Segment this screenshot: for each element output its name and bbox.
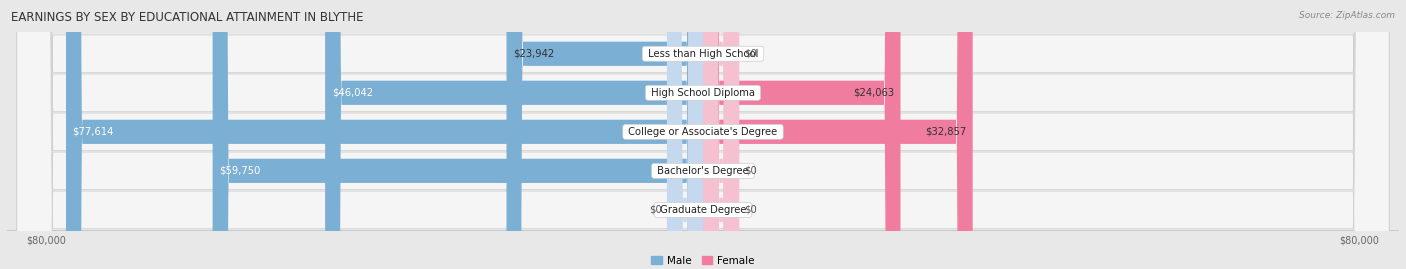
Text: $59,750: $59,750 [219, 166, 260, 176]
Text: Source: ZipAtlas.com: Source: ZipAtlas.com [1299, 11, 1395, 20]
Text: $23,942: $23,942 [513, 49, 554, 59]
Text: Bachelor's Degree: Bachelor's Degree [654, 166, 752, 176]
Text: Graduate Degree: Graduate Degree [657, 205, 749, 215]
Text: $0: $0 [744, 49, 756, 59]
FancyBboxPatch shape [703, 0, 900, 269]
Text: Less than High School: Less than High School [645, 49, 761, 59]
FancyBboxPatch shape [703, 0, 740, 269]
FancyBboxPatch shape [17, 0, 1389, 269]
FancyBboxPatch shape [703, 0, 740, 269]
FancyBboxPatch shape [17, 0, 1389, 269]
Text: EARNINGS BY SEX BY EDUCATIONAL ATTAINMENT IN BLYTHE: EARNINGS BY SEX BY EDUCATIONAL ATTAINMEN… [11, 11, 364, 24]
Text: $0: $0 [744, 166, 756, 176]
FancyBboxPatch shape [17, 0, 1389, 269]
Text: $46,042: $46,042 [332, 88, 373, 98]
Text: High School Diploma: High School Diploma [648, 88, 758, 98]
Text: $24,063: $24,063 [853, 88, 894, 98]
FancyBboxPatch shape [17, 0, 1389, 269]
FancyBboxPatch shape [703, 0, 740, 269]
Text: $0: $0 [650, 205, 662, 215]
Text: College or Associate's Degree: College or Associate's Degree [626, 127, 780, 137]
FancyBboxPatch shape [506, 0, 703, 269]
FancyBboxPatch shape [17, 0, 1389, 269]
Legend: Male, Female: Male, Female [647, 252, 759, 269]
FancyBboxPatch shape [66, 0, 703, 269]
Text: $0: $0 [744, 205, 756, 215]
FancyBboxPatch shape [325, 0, 703, 269]
FancyBboxPatch shape [666, 0, 703, 269]
Text: $77,614: $77,614 [73, 127, 114, 137]
Text: $32,857: $32,857 [925, 127, 966, 137]
FancyBboxPatch shape [703, 0, 973, 269]
FancyBboxPatch shape [212, 0, 703, 269]
